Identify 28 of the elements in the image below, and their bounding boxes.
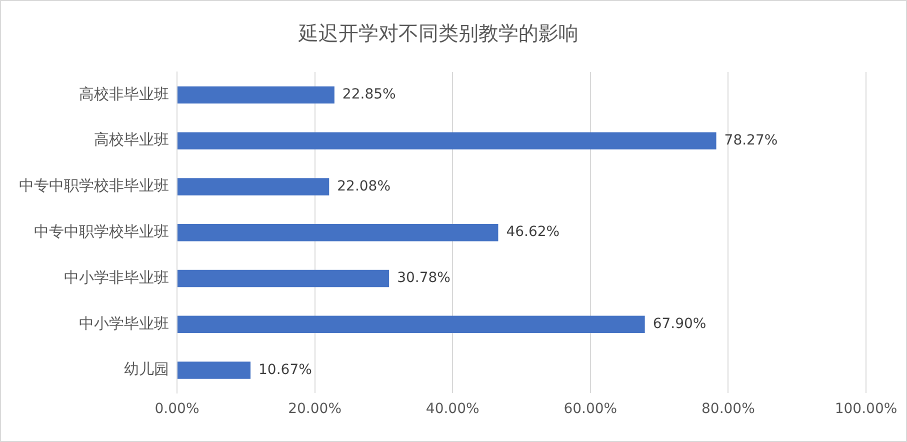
bar bbox=[178, 362, 251, 379]
x-tick-label: 20.00% bbox=[288, 401, 342, 418]
x-tick-label: 100.00% bbox=[834, 401, 898, 418]
bar bbox=[178, 224, 498, 242]
data-label: 10.67% bbox=[258, 362, 312, 378]
data-label: 22.85% bbox=[342, 86, 396, 103]
y-tick-label: 中小学非毕业班 bbox=[64, 268, 169, 286]
y-tick-label: 幼儿园 bbox=[124, 360, 169, 378]
x-tick-label: 40.00% bbox=[426, 401, 480, 418]
data-label: 22.08% bbox=[337, 178, 391, 194]
chart-title: 延迟开学对不同类别教学的影响 bbox=[298, 21, 578, 46]
data-label: 46.62% bbox=[506, 224, 560, 240]
bar bbox=[178, 270, 390, 288]
y-tick-label: 中小学毕业班 bbox=[79, 314, 169, 332]
data-label: 67.90% bbox=[652, 316, 706, 332]
x-tick-label: 80.00% bbox=[702, 401, 755, 418]
x-tick-label: 60.00% bbox=[564, 401, 618, 418]
data-label: 30.78% bbox=[397, 270, 450, 286]
y-tick-label: 高校毕业班 bbox=[94, 130, 169, 149]
bar bbox=[178, 86, 334, 104]
bar bbox=[178, 178, 330, 196]
y-tick-label: 高校非毕业班 bbox=[79, 84, 169, 103]
bar bbox=[178, 132, 716, 150]
bar bbox=[178, 316, 645, 333]
data-label: 78.27% bbox=[724, 132, 778, 148]
y-tick-label: 中专中职学校毕业班 bbox=[34, 222, 169, 240]
x-tick-label: 0.00% bbox=[154, 401, 200, 418]
y-tick-label: 中专中职学校非毕业班 bbox=[19, 176, 169, 195]
